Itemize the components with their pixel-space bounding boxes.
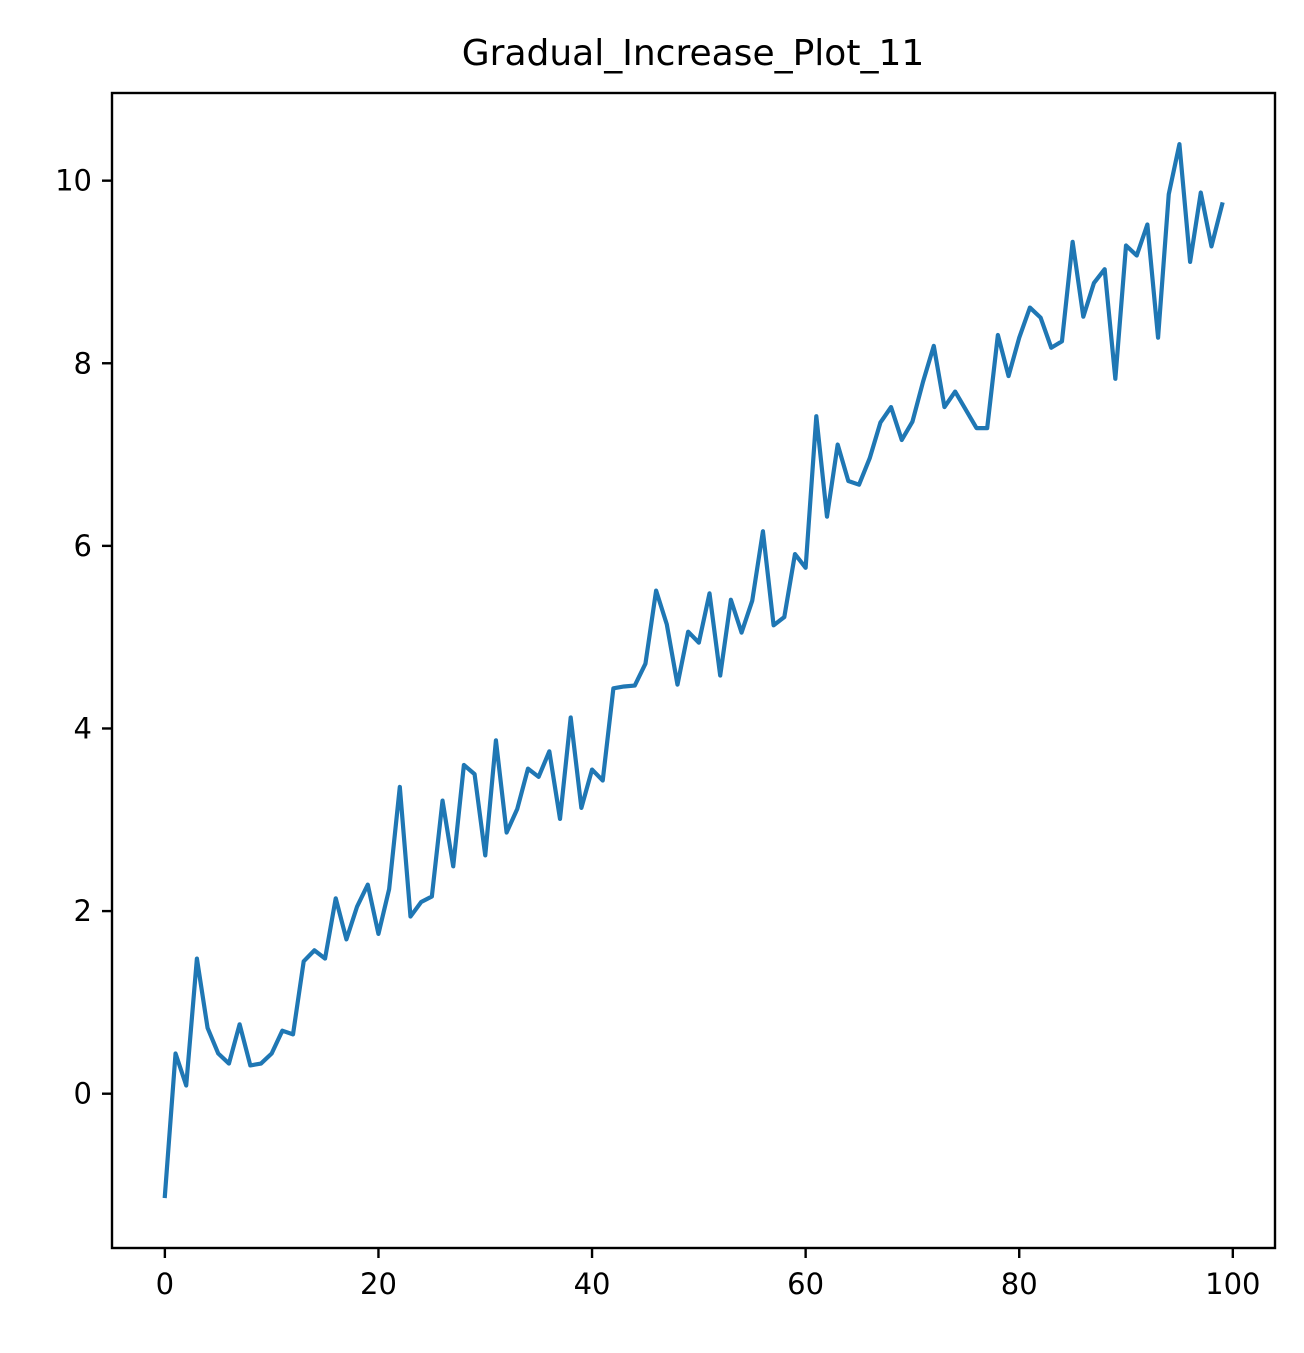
- y-axis: 0 2 4 6 8 10: [55, 164, 112, 1111]
- y-tick-label: 8: [74, 346, 92, 380]
- x-tick-label: 0: [156, 1267, 174, 1301]
- y-tick-label: 2: [74, 894, 92, 928]
- y-tick-label: 0: [74, 1077, 92, 1111]
- y-tick-label: 6: [74, 529, 92, 563]
- plot-area: [162, 142, 1225, 1199]
- chart-title: Gradual_Increase_Plot_11: [462, 33, 925, 74]
- x-tick-label: 80: [1001, 1267, 1038, 1301]
- x-tick-label: 20: [360, 1267, 397, 1301]
- series-line-0: [162, 142, 1225, 1199]
- axes-frame: [110, 91, 1277, 1250]
- x-tick-label: 40: [574, 1267, 611, 1301]
- x-tick-label: 100: [1205, 1267, 1260, 1301]
- x-axis: 0 20 40 60 80 100: [156, 1248, 1260, 1301]
- x-tick-label: 60: [787, 1267, 824, 1301]
- y-tick-label: 4: [74, 711, 92, 745]
- y-tick-label: 10: [55, 164, 92, 198]
